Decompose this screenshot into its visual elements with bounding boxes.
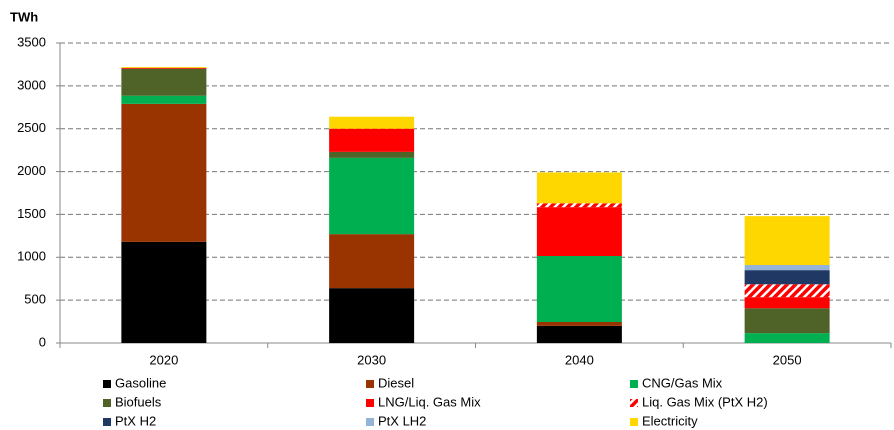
y-tick-label: 3500 (17, 34, 46, 49)
legend-label: LNG/Liq. Gas Mix (378, 394, 481, 409)
bar-segment (744, 270, 830, 285)
bar-segment (744, 265, 830, 271)
bar-segment (536, 172, 622, 204)
legend-label: Electricity (642, 413, 698, 428)
bar-segment (744, 308, 830, 334)
x-tick-label: 2040 (565, 352, 594, 367)
bar-segment (329, 234, 415, 289)
legend-swatch (630, 380, 638, 388)
bar-segment (744, 333, 830, 343)
bar-segment (329, 288, 415, 343)
legend-swatch (630, 418, 638, 426)
bar-segment (536, 203, 622, 208)
legend-label: Gasoline (115, 375, 166, 390)
bar-segment (329, 151, 415, 158)
bar-segment (536, 207, 622, 256)
bar-segment (329, 157, 415, 235)
legend-label: Diesel (378, 375, 414, 390)
legend-label: PtX LH2 (378, 413, 426, 428)
bar-segment (329, 116, 415, 129)
legend-label: PtX H2 (115, 413, 156, 428)
bar-segment (744, 297, 830, 309)
bar-segment (121, 103, 207, 242)
x-tick-label: 2030 (357, 352, 386, 367)
legend-label: Biofuels (115, 394, 162, 409)
legend-swatch (103, 399, 111, 407)
legend-swatch (366, 418, 374, 426)
legend-swatch (366, 399, 374, 407)
bar-segment (329, 128, 415, 152)
bar-segment (121, 67, 207, 68)
bar-segment (121, 67, 207, 69)
y-tick-label: 500 (24, 292, 46, 307)
y-tick-label: 3000 (17, 77, 46, 92)
bar-segment (744, 284, 830, 298)
bar-segment (121, 95, 207, 104)
y-tick-label: 1000 (17, 249, 46, 264)
bar-segment (121, 68, 207, 96)
bar-segment (121, 241, 207, 343)
legend-swatch (103, 418, 111, 426)
bar-segment (536, 256, 622, 322)
x-tick-label: 2020 (149, 352, 178, 367)
y-axis-label: TWh (10, 9, 38, 24)
legend-label: Liq. Gas Mix (PtX H2) (642, 394, 768, 409)
bar-segment (536, 325, 622, 343)
legend-swatch (366, 380, 374, 388)
y-tick-label: 1500 (17, 206, 46, 221)
y-tick-label: 2500 (17, 120, 46, 135)
legend-swatch (630, 399, 638, 407)
legend-swatch (103, 380, 111, 388)
bar-segment (744, 216, 830, 265)
bar-segment (536, 322, 622, 326)
legend-label: CNG/Gas Mix (642, 375, 723, 390)
y-tick-label: 0 (39, 334, 46, 349)
y-tick-label: 2000 (17, 163, 46, 178)
x-tick-label: 2050 (773, 352, 802, 367)
